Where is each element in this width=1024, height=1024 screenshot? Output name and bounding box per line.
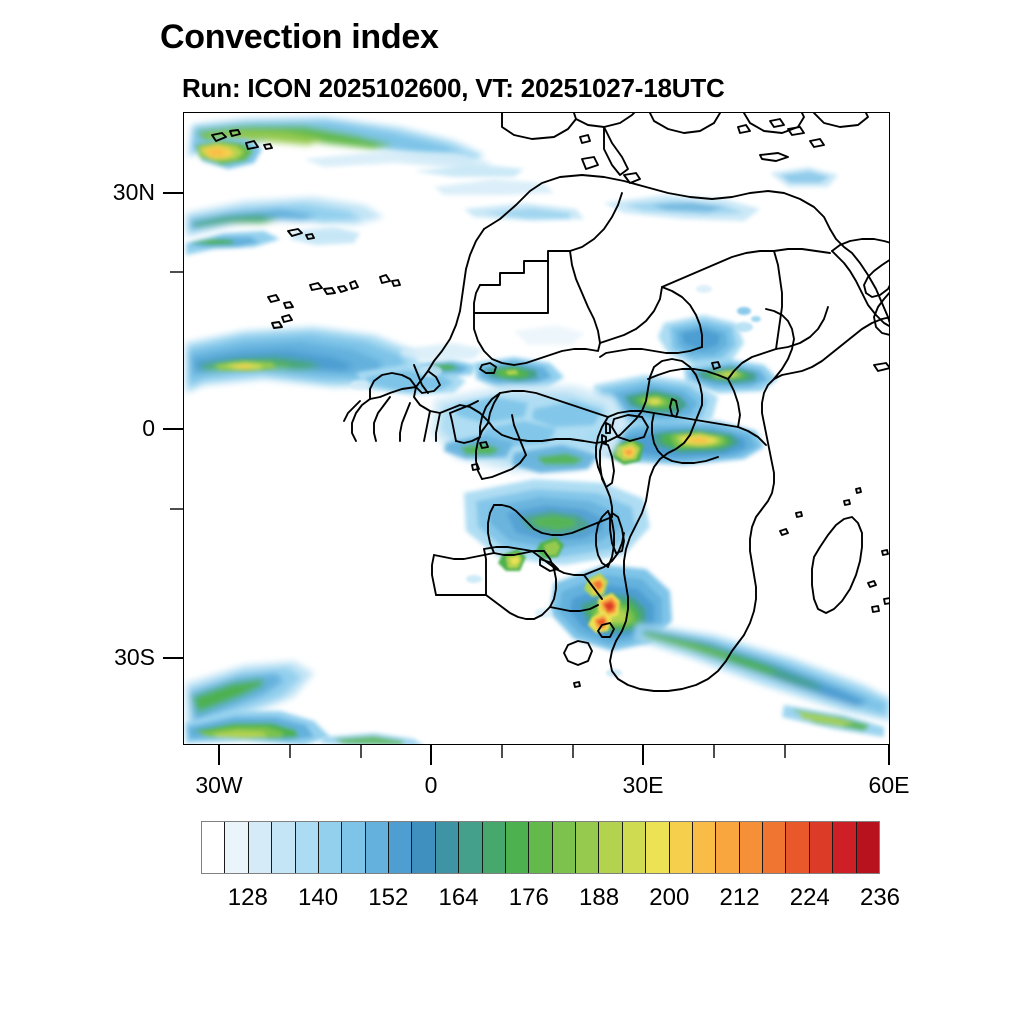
colorbar-tick-label-152: 152	[368, 884, 409, 911]
colorbar-tick-label-200: 200	[649, 884, 690, 911]
x-tick-0	[430, 745, 432, 765]
colorbar-cell-26	[808, 822, 833, 873]
y-axis-label-30s: 30S	[114, 644, 155, 670]
colorbar-cell-2	[247, 822, 272, 873]
colorbar-tick-label-212: 212	[719, 884, 760, 911]
map-svg	[184, 113, 889, 744]
map-canvas	[184, 113, 889, 744]
colorbar-cell-13	[504, 822, 529, 873]
y-tick-15s	[170, 508, 183, 510]
x-tick-60e	[888, 745, 890, 765]
x-axis-label-30e: 30E	[622, 772, 664, 798]
colorbar-cell-9	[411, 822, 435, 873]
x-axis-label-0: 0	[424, 772, 438, 798]
colorbar-cell-21	[691, 822, 716, 873]
colorbar-cell-19	[645, 822, 669, 873]
map-borders	[211, 113, 889, 692]
colorbar-cell-10	[434, 822, 459, 873]
colorbar	[201, 821, 880, 874]
colorbar-cell-11	[458, 822, 482, 873]
colorbar-cell-14	[528, 822, 552, 873]
colorbar-cell-4	[294, 822, 318, 873]
colorbar-tick-label-176: 176	[508, 884, 549, 911]
colorbar-tick-label-164: 164	[438, 884, 479, 911]
colorbar-cell-5	[317, 822, 342, 873]
colorbar-tick-label-140: 140	[298, 884, 339, 911]
x-axis-label-30w: 30W	[195, 772, 243, 798]
y-tick-30s	[163, 657, 183, 659]
run-valid-time-subtitle: Run: ICON 2025102600, VT: 20251027-18UTC	[182, 73, 725, 103]
x-tick-30w	[218, 745, 220, 765]
colorbar-cell-8	[388, 822, 412, 873]
colorbar-tick-label-224: 224	[789, 884, 830, 911]
x-tick-10e	[501, 745, 503, 758]
x-tick-50e	[784, 745, 786, 758]
convection-field	[186, 117, 889, 744]
y-tick-0	[163, 428, 183, 430]
y-axis-label-0: 0	[142, 415, 155, 441]
colorbar-cell-27	[832, 822, 856, 873]
colorbar-cell-1	[224, 822, 248, 873]
colorbar-cell-22	[715, 822, 739, 873]
colorbar-cell-12	[481, 822, 505, 873]
x-tick-40e	[713, 745, 715, 758]
colorbar-cell-17	[598, 822, 622, 873]
colorbar-tick-label-128: 128	[227, 884, 268, 911]
colorbar-cell-23	[738, 822, 762, 873]
colorbar-cell-16	[575, 822, 599, 873]
colorbar-cell-20	[668, 822, 692, 873]
y-axis-label-30n: 30N	[112, 179, 155, 205]
x-tick-20e	[572, 745, 574, 758]
colorbar-cell-15	[551, 822, 575, 873]
colorbar-cell-25	[785, 822, 809, 873]
x-tick-30e	[642, 745, 644, 765]
x-tick-20w	[289, 745, 291, 758]
colorbar-labels: 128 140 152 164 176 188 200 212 224 236	[201, 884, 900, 918]
y-tick-15n	[170, 271, 183, 273]
x-axis-label-60e: 60E	[868, 772, 910, 798]
colorbar-cell-18	[621, 822, 646, 873]
colorbar-cell-3	[271, 822, 295, 873]
colorbar-cell-28	[855, 822, 879, 873]
colorbar-tick-label-188: 188	[579, 884, 620, 911]
colorbar-cell-24	[762, 822, 786, 873]
colorbar-cell-0	[202, 822, 225, 873]
colorbar-cell-6	[341, 822, 365, 873]
colorbar-tick-label-236: 236	[859, 884, 901, 911]
y-tick-30n	[163, 192, 183, 194]
page-title: Convection index	[160, 18, 439, 56]
x-tick-10w	[360, 745, 362, 758]
map-plot-area	[183, 112, 890, 745]
colorbar-cell-7	[364, 822, 388, 873]
